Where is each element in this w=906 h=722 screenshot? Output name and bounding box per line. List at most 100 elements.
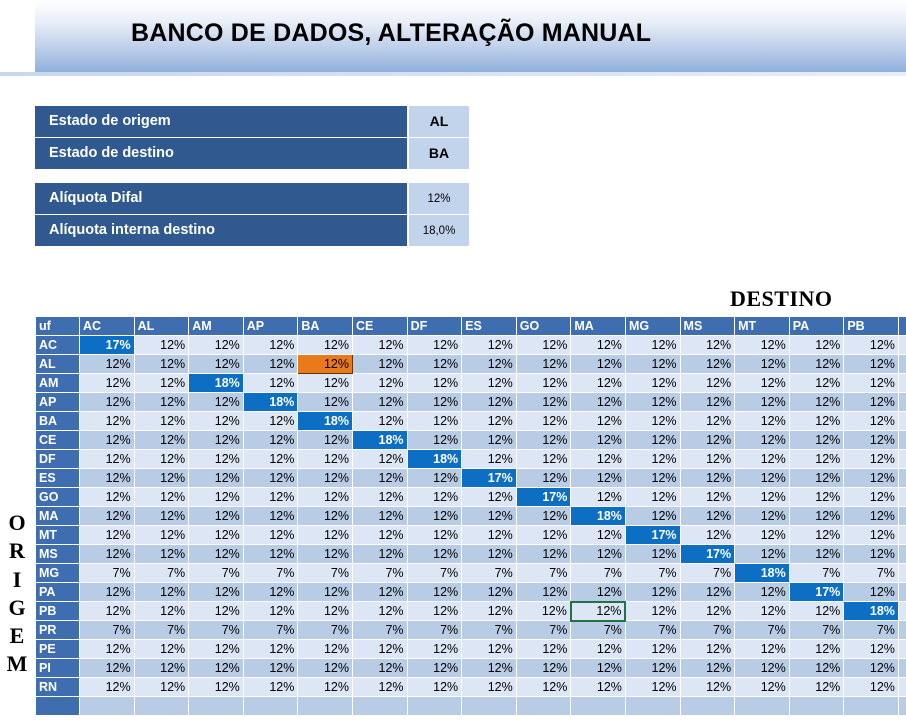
- rate-cell[interactable]: 7%: [406, 563, 463, 583]
- rate-cell[interactable]: 12%: [351, 449, 408, 469]
- rate-cell[interactable]: 12%: [515, 411, 572, 431]
- rate-cell[interactable]: 12%: [679, 335, 736, 355]
- rate-cell[interactable]: 12%: [188, 677, 244, 697]
- rate-cell[interactable]: 12%: [351, 582, 408, 602]
- rate-cell[interactable]: 12%: [297, 639, 353, 659]
- rate-cell[interactable]: [897, 354, 906, 374]
- rate-cell[interactable]: 12%: [679, 392, 736, 412]
- rate-cell[interactable]: 12%: [406, 677, 463, 697]
- rate-cell[interactable]: [79, 696, 135, 716]
- rate-cell[interactable]: 12%: [515, 354, 572, 374]
- rate-cell[interactable]: 12%: [133, 544, 190, 564]
- rate-cell[interactable]: 12%: [843, 544, 899, 564]
- rate-cell[interactable]: 12%: [406, 658, 463, 678]
- rate-cell[interactable]: 12%: [79, 468, 135, 488]
- rate-cell[interactable]: 12%: [406, 373, 463, 393]
- rate-cell[interactable]: 12%: [679, 525, 736, 545]
- rate-cell[interactable]: 17%: [515, 487, 572, 507]
- rate-cell[interactable]: 12%: [570, 677, 626, 697]
- rate-cell[interactable]: 12%: [351, 601, 408, 621]
- rate-cell[interactable]: 12%: [461, 677, 517, 697]
- rate-cell[interactable]: 12%: [734, 449, 790, 469]
- rate-cell[interactable]: 12%: [843, 525, 899, 545]
- rate-cell[interactable]: 7%: [461, 620, 517, 640]
- rate-cell[interactable]: 12%: [297, 582, 353, 602]
- rate-cell[interactable]: 12%: [133, 601, 190, 621]
- rate-cell[interactable]: 12%: [843, 392, 899, 412]
- rate-cell[interactable]: 12%: [734, 335, 790, 355]
- rate-cell[interactable]: [570, 696, 626, 716]
- rate-cell[interactable]: 12%: [351, 354, 408, 374]
- rate-cell[interactable]: 12%: [843, 354, 899, 374]
- row-header-df[interactable]: DF: [35, 449, 80, 469]
- row-header-ac[interactable]: AC: [35, 335, 80, 355]
- rate-cell[interactable]: 12%: [188, 658, 244, 678]
- rate-cell[interactable]: 12%: [624, 487, 681, 507]
- rate-cell[interactable]: [897, 392, 906, 412]
- rate-cell[interactable]: 12%: [843, 335, 899, 355]
- rate-cell[interactable]: 12%: [406, 487, 463, 507]
- row-header-ms[interactable]: MS: [35, 544, 80, 564]
- rate-cell[interactable]: 12%: [515, 582, 572, 602]
- rate-cell[interactable]: 12%: [351, 544, 408, 564]
- rate-cell[interactable]: 12%: [843, 582, 899, 602]
- rate-cell[interactable]: 7%: [133, 620, 190, 640]
- rate-cell[interactable]: 12%: [624, 411, 681, 431]
- column-header-al[interactable]: AL: [133, 316, 190, 336]
- rate-cell[interactable]: 12%: [515, 392, 572, 412]
- rate-cell[interactable]: 12%: [679, 582, 736, 602]
- rate-cell[interactable]: 18%: [188, 373, 244, 393]
- row-header-rn[interactable]: RN: [35, 677, 80, 697]
- row-header-pb[interactable]: PB: [35, 601, 80, 621]
- rate-cell[interactable]: 7%: [843, 563, 899, 583]
- rate-cell[interactable]: 12%: [79, 544, 135, 564]
- rate-cell[interactable]: 12%: [570, 411, 626, 431]
- rate-cell[interactable]: 12%: [624, 468, 681, 488]
- rate-cell[interactable]: 12%: [242, 373, 299, 393]
- rate-cell[interactable]: 12%: [297, 544, 353, 564]
- rate-cell[interactable]: 12%: [242, 639, 299, 659]
- column-header-ap[interactable]: AP: [242, 316, 299, 336]
- rate-cell[interactable]: 12%: [79, 525, 135, 545]
- rate-cell[interactable]: 12%: [843, 639, 899, 659]
- rate-cell[interactable]: 7%: [734, 620, 790, 640]
- rate-cell[interactable]: 12%: [297, 449, 353, 469]
- rate-cell[interactable]: 12%: [351, 639, 408, 659]
- rate-cell[interactable]: 12%: [351, 487, 408, 507]
- rate-cell[interactable]: 12%: [788, 658, 845, 678]
- rate-cell[interactable]: 12%: [843, 487, 899, 507]
- column-header-ms[interactable]: MS: [679, 316, 736, 336]
- rate-cell[interactable]: 12%: [570, 449, 626, 469]
- rate-cell[interactable]: 12%: [297, 335, 353, 355]
- rate-cell[interactable]: 7%: [351, 620, 408, 640]
- rate-cell[interactable]: 12%: [133, 506, 190, 526]
- rate-cell[interactable]: [242, 696, 299, 716]
- rate-cell[interactable]: 12%: [570, 373, 626, 393]
- row-header-mg[interactable]: MG: [35, 563, 80, 583]
- rate-cell[interactable]: 12%: [734, 430, 790, 450]
- rate-cell[interactable]: [897, 563, 906, 583]
- rate-cell[interactable]: 12%: [569, 600, 627, 622]
- rate-cell[interactable]: 12%: [734, 544, 790, 564]
- rate-cell[interactable]: 12%: [788, 487, 845, 507]
- rate-cell[interactable]: [897, 411, 906, 431]
- row-header-al[interactable]: AL: [35, 354, 80, 374]
- rate-cell[interactable]: 17%: [79, 335, 135, 355]
- rate-cell[interactable]: 12%: [515, 335, 572, 355]
- rate-cell[interactable]: 7%: [679, 563, 736, 583]
- rate-cell[interactable]: 12%: [188, 468, 244, 488]
- rate-cell[interactable]: 12%: [351, 468, 408, 488]
- rate-cell[interactable]: 12%: [242, 430, 299, 450]
- rate-cell[interactable]: 12%: [843, 373, 899, 393]
- rate-cell[interactable]: 12%: [788, 392, 845, 412]
- rate-cell[interactable]: 12%: [679, 430, 736, 450]
- rate-cell[interactable]: 12%: [133, 487, 190, 507]
- rate-cell[interactable]: 12%: [788, 335, 845, 355]
- rate-cell[interactable]: 7%: [624, 620, 681, 640]
- rate-cell[interactable]: 12%: [351, 373, 408, 393]
- rate-cell[interactable]: 7%: [297, 620, 353, 640]
- rate-cell[interactable]: 12%: [133, 335, 190, 355]
- rate-cell[interactable]: 12%: [515, 468, 572, 488]
- rate-cell[interactable]: 12%: [734, 506, 790, 526]
- rate-cell[interactable]: 12%: [734, 411, 790, 431]
